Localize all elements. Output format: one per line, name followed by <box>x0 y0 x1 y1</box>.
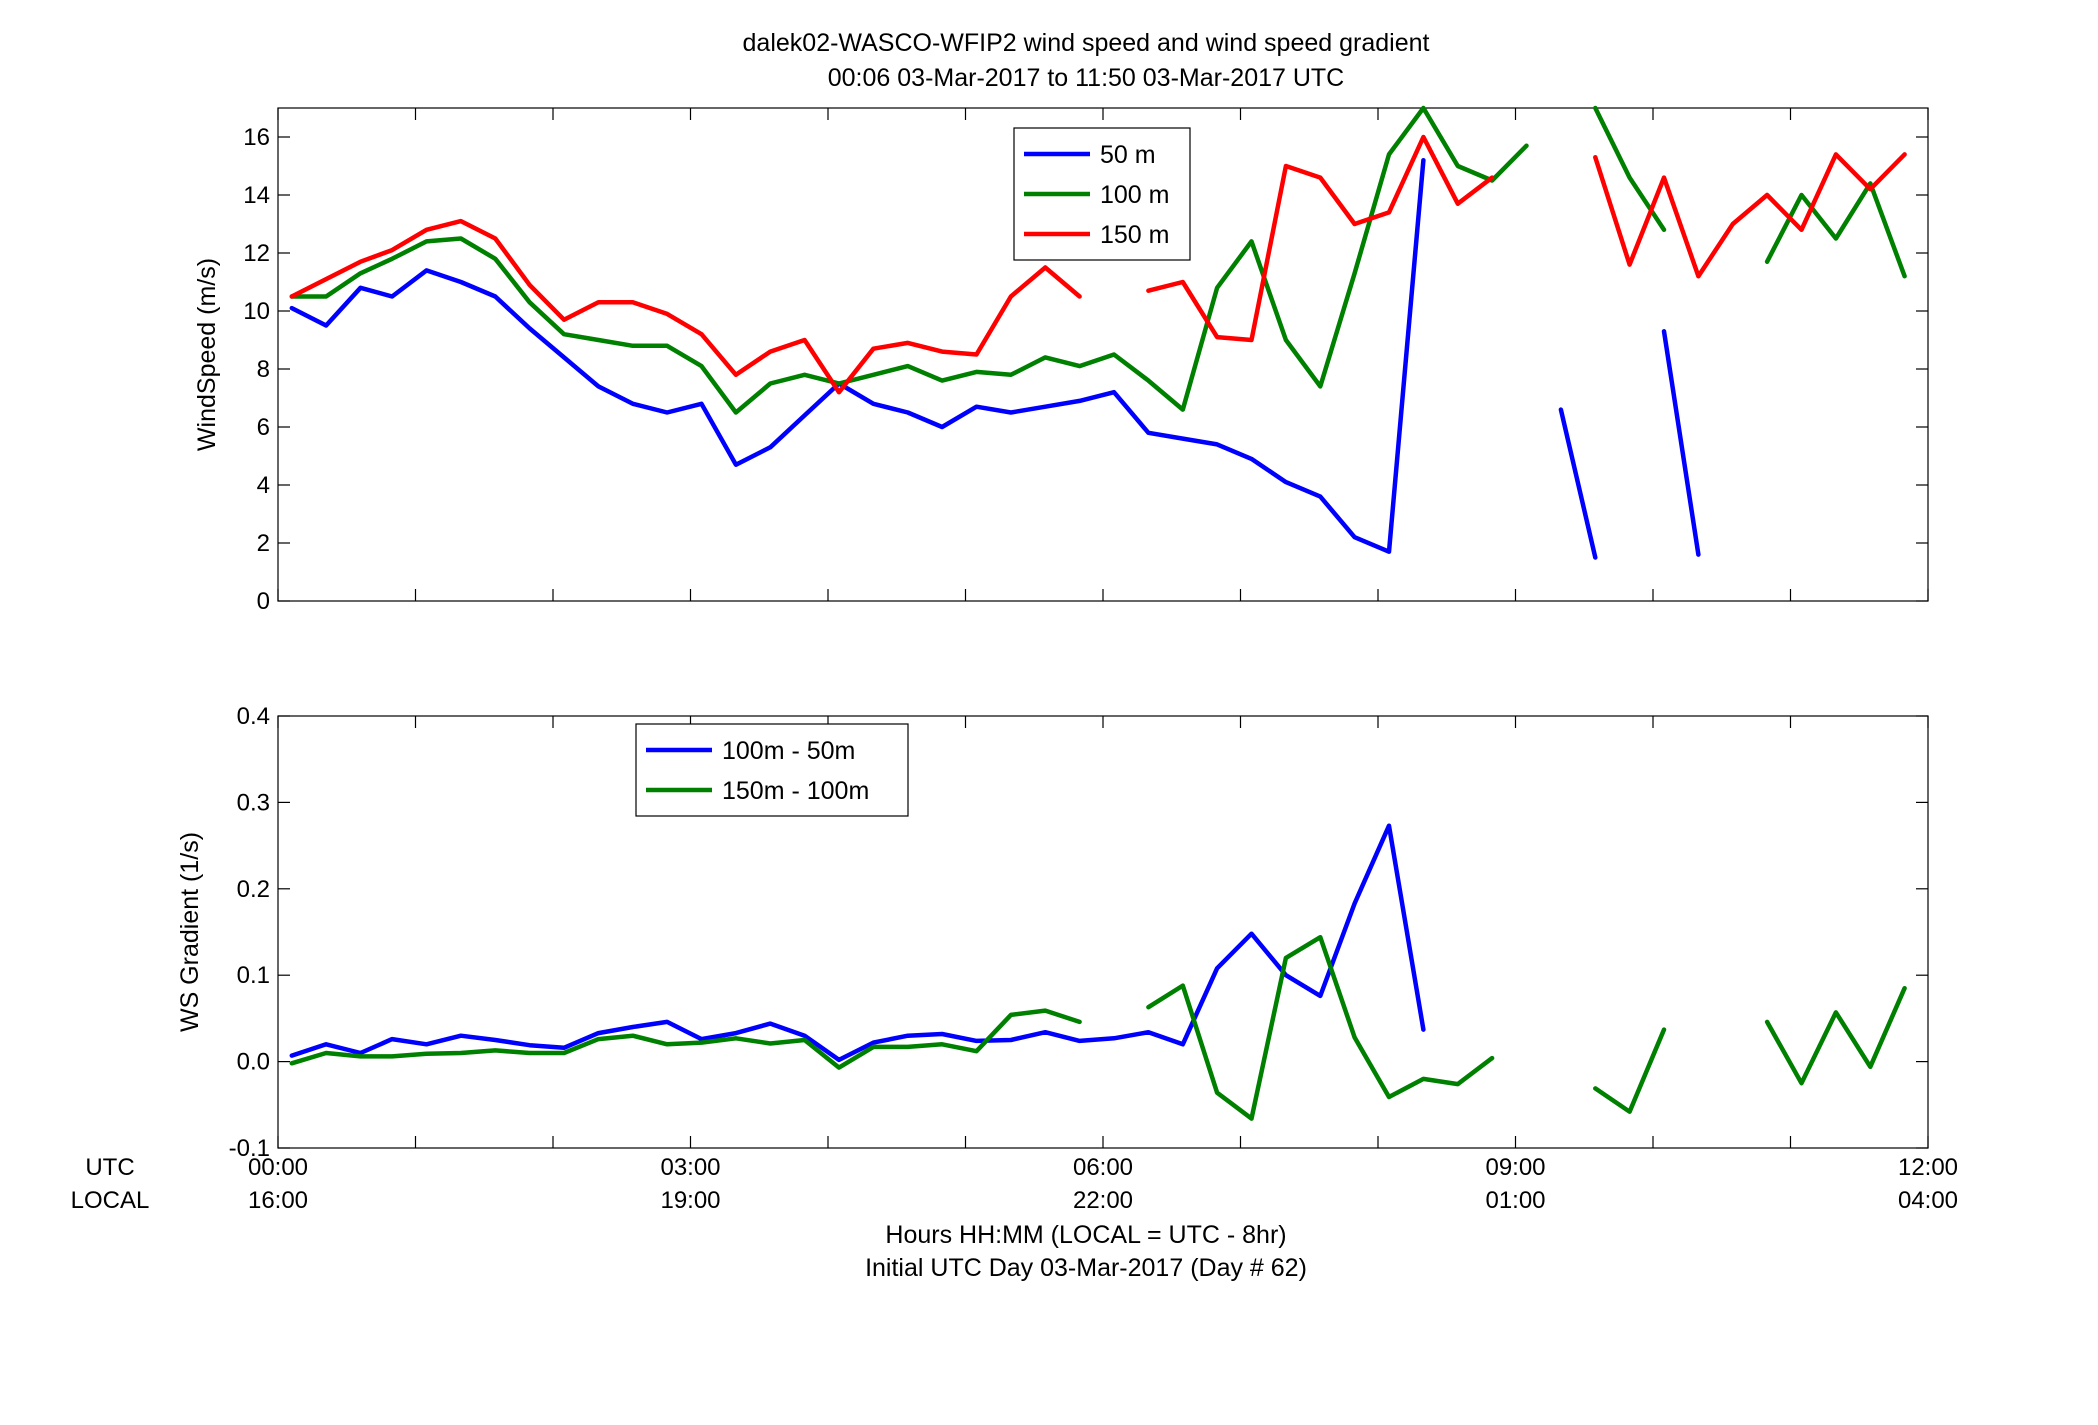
gradient-axes-box <box>277 715 1929 1149</box>
windspeed-series-line <box>1146 134 1495 343</box>
windspeed-y-axis-label: WindSpeed (m/s) <box>193 258 221 451</box>
gradient-y-tick-label: 0.1 <box>237 962 270 989</box>
local-row-label: LOCAL <box>71 1187 150 1214</box>
gradient-y-tick-label: -0.1 <box>229 1135 270 1162</box>
gradient-y-tick-label: 0.0 <box>237 1049 270 1076</box>
figure-title-line1: dalek02-WASCO-WFIP2 wind speed and wind … <box>743 29 1430 57</box>
gradient-panel: -0.1 0.0 0.1 0.2 0.3 0.4 WS Gradient (1/s) 100m… <box>176 703 1929 1162</box>
windspeed-series-line <box>1593 105 1667 233</box>
utc-tick-label: 12:00 <box>1898 1154 1958 1181</box>
windspeed-y-tick-label: 16 <box>243 124 270 151</box>
windspeed-y-tick-label: 6 <box>257 414 270 441</box>
windspeed-series-line <box>289 105 1529 415</box>
local-tick-label: 01:00 <box>1485 1187 1545 1214</box>
windspeed-series-0 <box>289 157 1701 560</box>
gradient-series-0 <box>289 823 1426 1063</box>
windspeed-y-tick-label: 14 <box>243 182 270 209</box>
figure-title-line2: 00:06 03-Mar-2017 to 11:50 03-Mar-2017 U… <box>828 64 1344 92</box>
windspeed-y-tick-label: 12 <box>243 240 270 267</box>
windspeed-legend-label: 50 m <box>1100 141 1156 169</box>
windspeed-legend: 50 m 100 m 150 m <box>1013 127 1191 261</box>
windspeed-y-tick-label: 2 <box>257 530 270 557</box>
x-axis-label-line2: Initial UTC Day 03-Mar-2017 (Day # 62) <box>865 1254 1307 1282</box>
gradient-y-tick-label: 0.3 <box>237 789 270 816</box>
gradient-series-line <box>289 1008 1082 1070</box>
x-tick-labels: 00:00 16:00 03:00 19:00 06:00 22:00 09:00 01:00… <box>248 1154 1958 1214</box>
gradient-legend-label: 100m - 50m <box>722 737 855 765</box>
windspeed-panel: 0 2 4 6 8 10 12 14 16 WindSpeed (m/s) 50 m 100 m 150… <box>193 105 1929 615</box>
windspeed-series-line <box>1764 181 1907 279</box>
x-axis-label-line1: Hours HH:MM (LOCAL = UTC - 8hr) <box>885 1221 1286 1249</box>
windspeed-series-line <box>1558 407 1598 560</box>
gradient-series-line <box>289 823 1426 1063</box>
windspeed-series-line <box>1593 152 1907 279</box>
gradient-legend-box <box>635 723 909 817</box>
utc-tick-label: 06:00 <box>1073 1154 1133 1181</box>
windspeed-legend-label: 150 m <box>1100 221 1169 249</box>
gradient-series-1 <box>289 934 1907 1121</box>
utc-tick-label: 03:00 <box>660 1154 720 1181</box>
utc-tick-label: 09:00 <box>1485 1154 1545 1181</box>
gradient-series-line <box>1764 985 1907 1086</box>
windspeed-series-line <box>289 218 1082 395</box>
windspeed-y-tick-label: 8 <box>257 356 270 383</box>
windspeed-series-line <box>289 157 1426 554</box>
windspeed-legend-label: 100 m <box>1100 181 1169 209</box>
windspeed-y-tick-label: 4 <box>257 472 270 499</box>
gradient-legend-label: 150m - 100m <box>722 777 869 805</box>
local-tick-label: 04:00 <box>1898 1187 1958 1214</box>
windspeed-y-tick-label: 10 <box>243 298 270 325</box>
gradient-y-axis-label: WS Gradient (1/s) <box>176 832 204 1032</box>
gradient-y-tick-label: 0.2 <box>237 876 270 903</box>
local-tick-label: 22:00 <box>1073 1187 1133 1214</box>
windspeed-series-2 <box>289 134 1907 395</box>
windspeed-y-tick-label: 0 <box>257 588 270 615</box>
windspeed-series-line <box>1661 329 1701 557</box>
local-tick-label: 16:00 <box>248 1187 308 1214</box>
utc-row-label: UTC <box>85 1154 134 1181</box>
utc-tick-label: 00:00 <box>248 1154 308 1181</box>
gradient-legend: 100m - 50m 150m - 100m <box>635 723 909 817</box>
gradient-series-line <box>1593 1027 1667 1114</box>
local-tick-label: 19:00 <box>660 1187 720 1214</box>
gradient-y-tick-label: 0.4 <box>237 703 270 730</box>
gradient-series-line <box>1146 934 1495 1121</box>
